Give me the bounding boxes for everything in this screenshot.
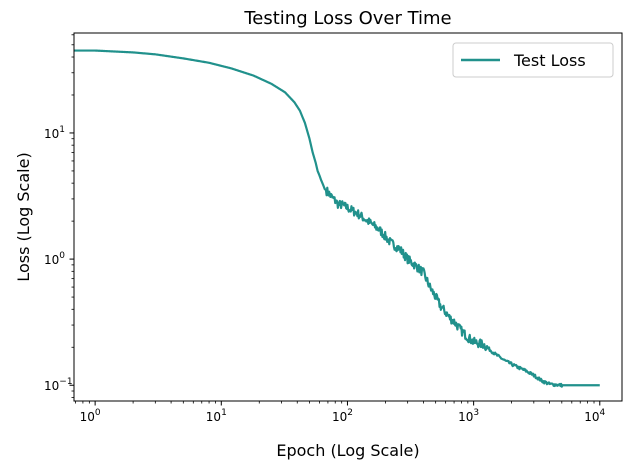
y-tick-label: 101 <box>44 125 65 141</box>
x-tick-label: 103 <box>458 408 479 424</box>
x-tick-label: 102 <box>332 408 353 424</box>
x-tick-label: 100 <box>80 408 101 424</box>
x-tick-exponent: 0 <box>95 408 101 418</box>
legend: Test Loss <box>452 42 614 78</box>
y-axis-label: Loss (Log Scale) <box>14 152 33 281</box>
x-tick-base: 10 <box>80 410 95 424</box>
x-tick-label: 104 <box>584 408 605 424</box>
legend-label: Test Loss <box>513 51 586 70</box>
x-tick-base: 10 <box>206 410 221 424</box>
y-tick-base: 10 <box>44 127 59 141</box>
x-axis-label: Epoch (Log Scale) <box>276 441 419 460</box>
x-tick-exponent: 3 <box>473 408 479 418</box>
y-tick-exponent: 1 <box>59 125 65 135</box>
y-tick-base: 10 <box>44 379 59 393</box>
y-tick-label: 100 <box>44 251 65 267</box>
x-tick-exponent: 1 <box>221 408 227 418</box>
x-tick-label: 101 <box>206 408 227 424</box>
x-tick-base: 10 <box>332 410 347 424</box>
chart-title: Testing Loss Over Time <box>243 8 451 29</box>
y-tick-label: 10−1 <box>44 377 73 393</box>
series-line-test-loss <box>74 49 601 388</box>
x-tick-base: 10 <box>584 410 599 424</box>
x-tick-exponent: 4 <box>600 408 606 418</box>
y-tick-exponent: −1 <box>59 377 72 387</box>
x-tick-exponent: 2 <box>347 408 353 418</box>
plot-frame <box>73 32 623 402</box>
x-tick-base: 10 <box>458 410 473 424</box>
y-tick-base: 10 <box>44 253 59 267</box>
legend-box <box>452 42 614 78</box>
y-tick-exponent: 0 <box>59 251 65 261</box>
